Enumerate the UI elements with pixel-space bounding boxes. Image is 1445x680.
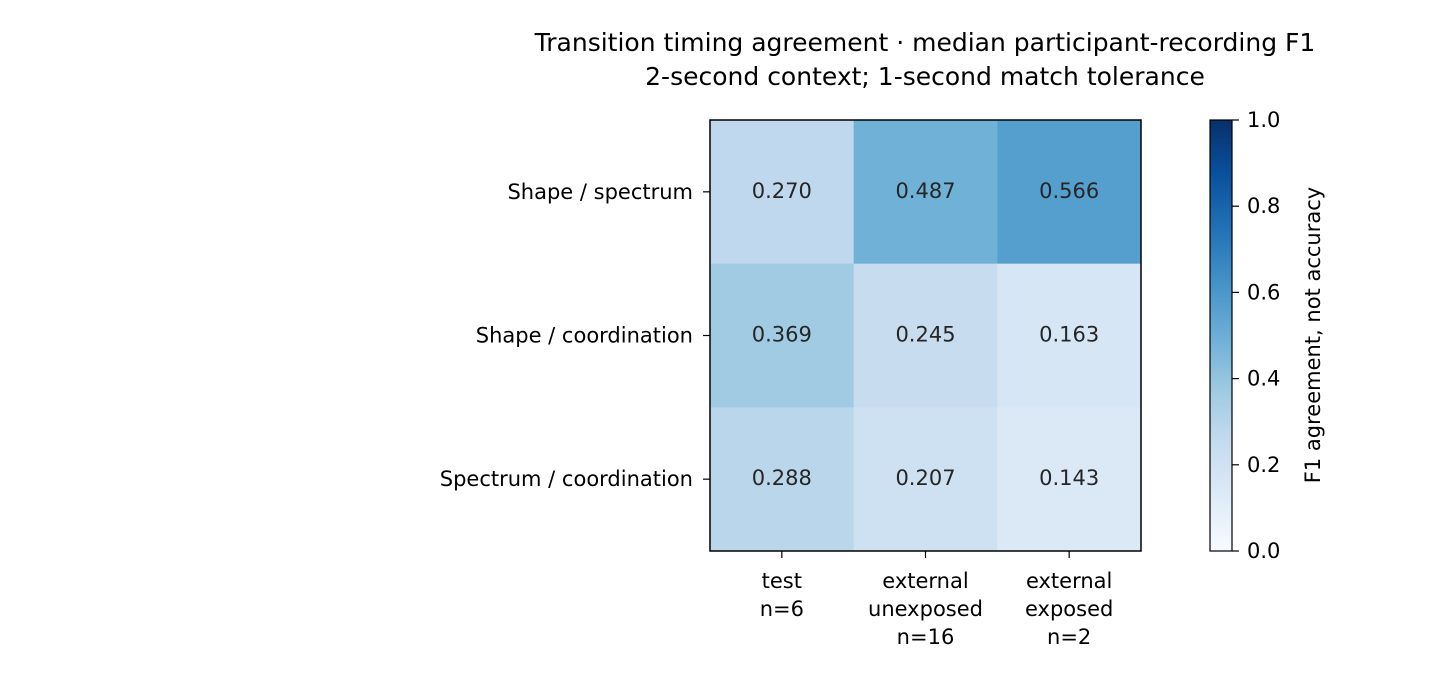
chart-subtitle: 2-second context; 1-second match toleran… xyxy=(645,62,1205,91)
heatmap-cell xyxy=(997,263,1142,408)
colorbar xyxy=(1210,120,1232,551)
colorbar-axis: 0.0 0.2 0.4 0.6 0.8 1.0 xyxy=(1232,108,1280,563)
cell-value-label: 0.143 xyxy=(1039,466,1099,490)
colorbar-tick-label: 0.0 xyxy=(1247,539,1280,563)
heatmap-cell xyxy=(997,407,1142,552)
cell-value-label: 0.487 xyxy=(895,179,955,203)
colorbar-tick-label: 1.0 xyxy=(1247,108,1280,132)
colorbar-tick-label: 0.8 xyxy=(1247,194,1280,218)
heatmap-cell xyxy=(853,407,998,552)
heatmap-cell xyxy=(853,263,998,408)
colorbar-tick-label: 0.2 xyxy=(1247,453,1280,477)
colorbar-label: F1 agreement, not accuracy xyxy=(1301,187,1325,483)
colorbar-frame xyxy=(1209,119,1233,552)
column-tick-label: external exposed n=2 xyxy=(1025,569,1113,649)
cell-value-label: 0.369 xyxy=(752,323,812,347)
cell-value-label: 0.163 xyxy=(1039,323,1099,347)
heatmap-cell xyxy=(710,263,855,408)
column-axis: test n=6 external unexposed n=16 external expo… xyxy=(760,551,1113,649)
chart-title: Transition timing agreement · median par… xyxy=(534,28,1316,57)
heatmap-cell xyxy=(710,120,855,265)
heatmap-cells: 0.270 0.487 0.566 0.369 0.245 0.163 0.288 0.207… xyxy=(710,120,1142,552)
heatmap-cell xyxy=(853,120,998,265)
row-tick-label: Spectrum / coordination xyxy=(440,467,693,491)
colorbar-tick-label: 0.6 xyxy=(1247,280,1280,304)
cell-value-label: 0.566 xyxy=(1039,179,1099,203)
heatmap-cell xyxy=(997,120,1142,265)
column-tick-label: external unexposed n=16 xyxy=(868,569,983,649)
cell-value-label: 0.288 xyxy=(752,466,812,490)
cell-value-label: 0.207 xyxy=(895,466,955,490)
row-tick-label: Shape / coordination xyxy=(476,324,693,348)
cell-value-label: 0.270 xyxy=(752,179,812,203)
row-tick-label: Shape / spectrum xyxy=(507,180,693,204)
row-axis: Shape / spectrum Shape / coordination Spec… xyxy=(440,180,710,491)
cell-value-label: 0.245 xyxy=(895,323,955,347)
heatmap-cell xyxy=(710,407,855,552)
colorbar-tick-label: 0.4 xyxy=(1247,367,1280,391)
column-tick-label: test n=6 xyxy=(760,569,804,621)
